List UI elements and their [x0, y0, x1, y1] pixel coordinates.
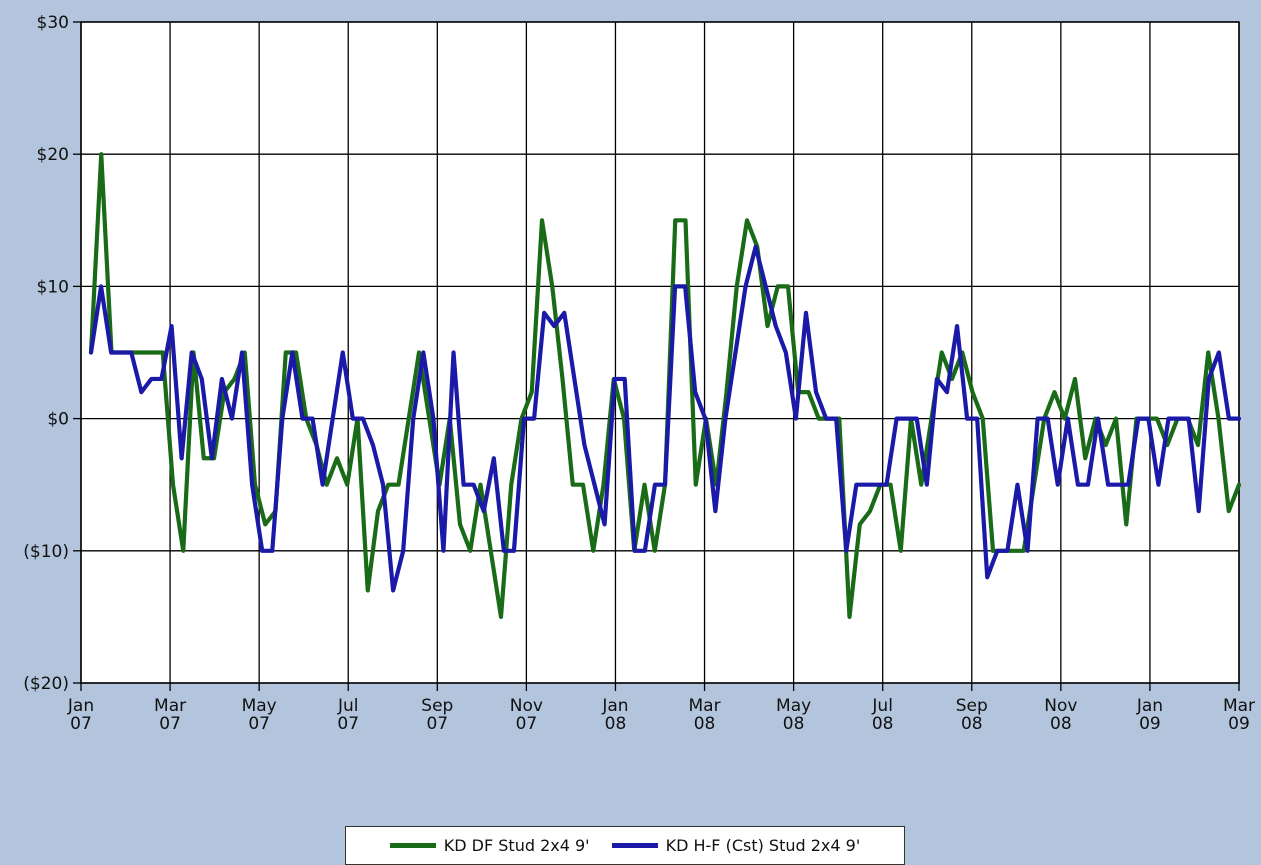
x-tick-label-month: Jul — [337, 696, 359, 716]
x-tick-label-year: 08 — [783, 714, 805, 734]
series-lines — [88, 152, 1242, 620]
x-tick-label-year: 07 — [70, 714, 92, 734]
series-line-hf-stud — [88, 244, 1242, 593]
y-tick-label: $0 — [47, 410, 69, 430]
x-tick-label-month: Nov — [1044, 696, 1077, 716]
y-tick-label: $10 — [37, 277, 69, 297]
x-tick-label-year: 07 — [426, 714, 448, 734]
x-tick-label-year: 07 — [337, 714, 359, 734]
x-tick-label-year: 09 — [1139, 714, 1161, 734]
x-tick-label-year: 08 — [694, 714, 716, 734]
y-axis: $30 $20 $10 $0 ($10) ($20) — [23, 13, 81, 694]
x-tick-label-year: 08 — [961, 714, 983, 734]
x-tick-label-year: 07 — [516, 714, 538, 734]
x-tick-label-year: 07 — [248, 714, 270, 734]
line-chart: $30$20$10$0($10)($20) Jan07Mar07May07Jul… — [23, 13, 1255, 734]
grid-lines — [80, 21, 1240, 684]
legend: KD DF Stud 2x4 9' KD H-F (Cst) Stud 2x4 … — [345, 826, 905, 865]
x-tick-label-month: Mar — [1223, 696, 1255, 716]
legend-label-hf-stud: KD H-F (Cst) Stud 2x4 9' — [665, 836, 861, 855]
x-tick-label-month: Nov — [510, 696, 543, 716]
x-tick-label-month: Mar — [688, 696, 720, 716]
plot-area — [80, 21, 1240, 684]
y-tick-label: $20 — [37, 145, 69, 165]
x-tick-label-year: 08 — [872, 714, 894, 734]
x-tick-label-month: Jan — [601, 696, 628, 716]
x-tick-label-month: May — [776, 696, 811, 716]
x-axis: Jan07Mar07May07Jul07Sep07Nov07Jan08Mar08… — [67, 683, 1255, 734]
x-tick-label-year: 09 — [1228, 714, 1250, 734]
x-tick-label-month: May — [242, 696, 277, 716]
x-tick-label-year: 08 — [1050, 714, 1072, 734]
x-tick-label-year: 08 — [605, 714, 627, 734]
x-tick-label-month: Jan — [1136, 696, 1163, 716]
legend-swatch-df-stud — [389, 843, 436, 848]
x-tick-label-month: Sep — [421, 696, 453, 716]
x-tick-label-year: 07 — [159, 714, 181, 734]
legend-item-hf-stud: KD H-F (Cst) Stud 2x4 9' — [611, 836, 861, 855]
y-tick-label: $30 — [37, 13, 69, 33]
legend-swatch-hf-stud — [611, 843, 658, 848]
legend-label-df-stud: KD DF Stud 2x4 9' — [443, 836, 590, 855]
y-tick-label: ($20) — [23, 674, 69, 694]
x-tick-label-month: Mar — [154, 696, 186, 716]
y-tick-label: ($10) — [23, 542, 69, 562]
x-tick-label-month: Jul — [871, 696, 893, 716]
x-tick-label-month: Sep — [956, 696, 988, 716]
legend-item-df-stud: KD DF Stud 2x4 9' — [389, 836, 590, 855]
x-tick-label-month: Jan — [67, 696, 94, 716]
